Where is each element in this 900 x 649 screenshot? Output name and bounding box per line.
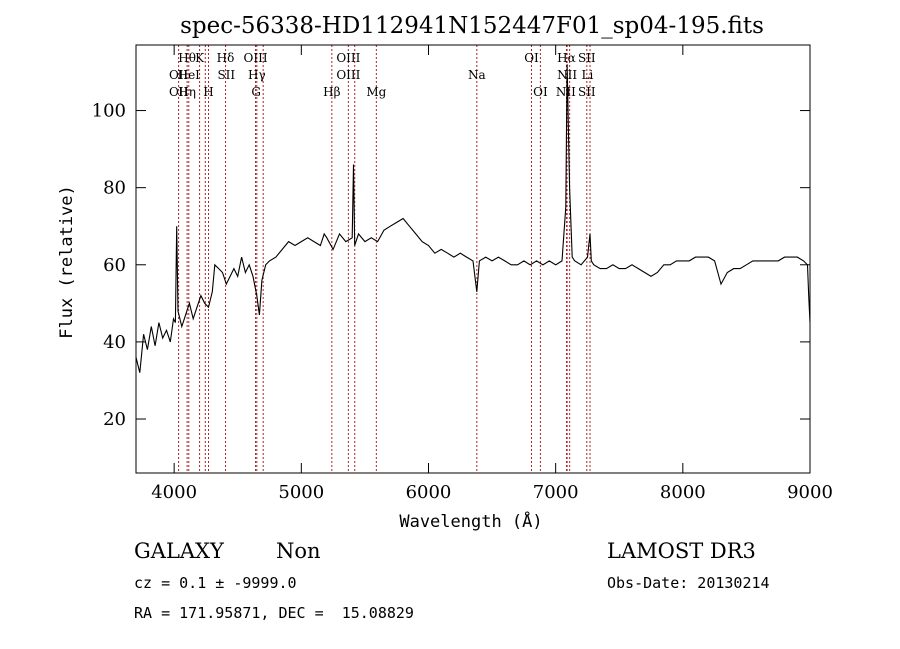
survey-name: LAMOST DR3 <box>607 539 756 563</box>
x-tick-label: 7000 <box>533 482 579 503</box>
spectral-line-labels: OII OII Hθ Hη HeI K H Hδ SII OIII Hγ G Hβ OIII OIII Mg N… <box>169 51 596 99</box>
line-label: NII <box>557 68 577 82</box>
line-label: OIII <box>336 68 360 82</box>
plot-frame <box>135 44 811 474</box>
line-label: Hη <box>178 85 196 99</box>
x-tick-label: 9000 <box>787 482 833 503</box>
line-label: Li <box>582 68 594 82</box>
line-label: G <box>251 85 261 99</box>
x-tick-label: 6000 <box>406 482 452 503</box>
line-label: Hγ <box>248 68 266 82</box>
line-label: Hα <box>557 51 576 65</box>
spectrum-series-line <box>135 64 811 373</box>
y-axis-label: Flux (relative) <box>57 185 77 339</box>
x-axis-label: Wavelength (Å) <box>399 510 542 532</box>
line-label: OIII <box>244 51 268 65</box>
line-label: Hβ <box>323 85 340 99</box>
y-tick-label: 60 <box>103 255 126 276</box>
object-subclass: Non <box>276 539 321 563</box>
object-class: GALAXY <box>134 539 224 563</box>
spectral-line-markers <box>178 45 591 473</box>
line-label: OII <box>169 68 189 82</box>
line-label: OII <box>169 85 189 99</box>
y-tick-label: 20 <box>103 409 126 430</box>
y-tick-label: 100 <box>92 101 126 122</box>
y-tick-label: 40 <box>103 332 126 353</box>
line-label: HeI <box>178 68 201 82</box>
line-label: K <box>195 51 205 65</box>
chart-title: spec-56338-HD112941N152447F01_sp04-195.f… <box>180 13 764 39</box>
line-label: OI <box>524 51 539 65</box>
line-label: H <box>203 85 213 99</box>
line-label: Hδ <box>217 51 235 65</box>
line-label: OIII <box>336 51 360 65</box>
line-label: SII <box>217 68 235 82</box>
line-label: NII <box>556 85 576 99</box>
observation-date: Obs-Date: 20130214 <box>607 574 770 592</box>
line-label: OI <box>533 85 548 99</box>
line-label: Hθ <box>178 51 196 65</box>
y-tick-label: 80 <box>103 178 126 199</box>
ra-dec-coordinates: RA = 171.95871, DEC = 15.08829 <box>134 604 414 622</box>
line-label: SII <box>578 85 596 99</box>
x-tick-label: 8000 <box>660 482 706 503</box>
line-label: Mg <box>366 85 386 99</box>
line-label: Na <box>468 68 486 82</box>
redshift-cz: cz = 0.1 ± -9999.0 <box>134 574 297 592</box>
x-tick-label: 4000 <box>151 482 197 503</box>
x-tick-label: 5000 <box>278 482 324 503</box>
line-label: SII <box>578 51 596 65</box>
axis-ticks: 4000 5000 6000 7000 8000 9000 20 40 60 80 100 <box>92 45 833 503</box>
